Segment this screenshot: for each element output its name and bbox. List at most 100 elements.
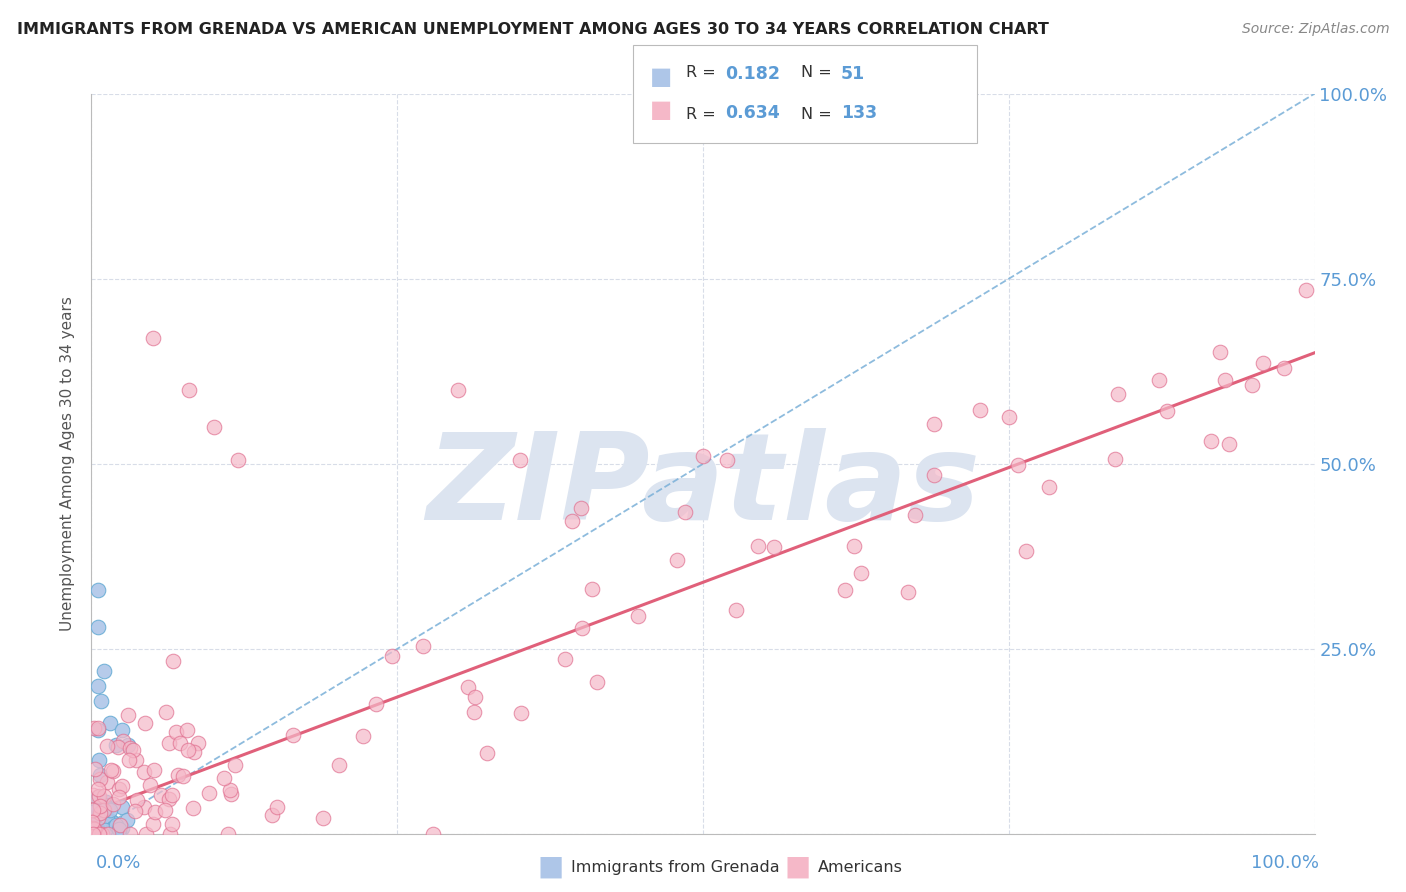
Text: 0.0%: 0.0% xyxy=(96,855,141,872)
Point xyxy=(93,789,115,803)
Point xyxy=(89,772,111,787)
Point xyxy=(83,816,105,830)
Point xyxy=(84,822,107,837)
Point xyxy=(219,787,242,801)
Point xyxy=(82,788,104,802)
Point xyxy=(922,417,945,431)
Point xyxy=(457,680,479,694)
Point xyxy=(142,763,165,777)
Text: ZIPatlas: ZIPatlas xyxy=(426,427,980,544)
Point xyxy=(118,741,141,756)
Point xyxy=(183,745,205,759)
Point xyxy=(1218,437,1240,451)
Text: 0.634: 0.634 xyxy=(725,104,780,122)
Point xyxy=(381,648,404,663)
Point xyxy=(665,553,688,567)
Point xyxy=(93,664,115,678)
Point xyxy=(159,827,181,841)
Point xyxy=(904,508,927,522)
Point xyxy=(842,539,865,553)
Point xyxy=(80,814,103,829)
Point xyxy=(91,803,114,817)
Point xyxy=(422,827,444,841)
Point xyxy=(132,765,155,780)
Text: ■: ■ xyxy=(785,853,811,881)
Point xyxy=(1007,458,1029,472)
Point xyxy=(998,409,1021,424)
Point xyxy=(183,801,205,815)
Point xyxy=(127,793,149,807)
Point xyxy=(107,740,129,755)
Point xyxy=(165,725,187,739)
Point xyxy=(117,814,139,828)
Point xyxy=(89,789,111,803)
Point xyxy=(150,788,173,802)
Point xyxy=(96,795,118,809)
Point xyxy=(83,762,105,776)
Point xyxy=(111,821,134,835)
Point xyxy=(120,827,142,841)
Point xyxy=(561,514,583,528)
Point xyxy=(86,620,108,634)
Point xyxy=(135,827,157,841)
Point xyxy=(93,804,115,818)
Point xyxy=(155,705,177,719)
Point xyxy=(125,753,148,767)
Point xyxy=(143,805,166,820)
Text: Source: ZipAtlas.com: Source: ZipAtlas.com xyxy=(1241,22,1389,37)
Point xyxy=(581,582,603,596)
Point xyxy=(86,723,108,738)
Point xyxy=(834,583,856,598)
Text: ■: ■ xyxy=(650,98,672,122)
Point xyxy=(464,690,486,705)
Point xyxy=(157,792,180,806)
Point xyxy=(98,803,121,817)
Point xyxy=(166,768,188,782)
Point xyxy=(86,790,108,805)
Point xyxy=(509,453,531,467)
Point xyxy=(82,823,104,838)
Point xyxy=(103,822,125,836)
Point xyxy=(82,803,104,817)
Point xyxy=(202,419,225,434)
Point xyxy=(716,453,738,467)
Point xyxy=(281,728,304,742)
Point xyxy=(97,827,120,841)
Point xyxy=(172,769,194,783)
Point xyxy=(224,757,246,772)
Point xyxy=(107,790,129,805)
Y-axis label: Unemployment Among Ages 30 to 34 years: Unemployment Among Ages 30 to 34 years xyxy=(59,296,75,632)
Point xyxy=(87,812,110,826)
Point xyxy=(84,825,107,839)
Point xyxy=(80,823,103,838)
Point xyxy=(83,822,105,837)
Point xyxy=(104,738,127,752)
Point xyxy=(160,817,183,831)
Point xyxy=(86,815,108,830)
Point xyxy=(89,805,111,820)
Point xyxy=(101,815,124,830)
Point xyxy=(90,694,112,708)
Point xyxy=(1104,451,1126,466)
Point xyxy=(1199,434,1222,448)
Point xyxy=(91,827,114,841)
Point xyxy=(97,814,120,828)
Point xyxy=(87,810,110,824)
Point xyxy=(80,827,103,841)
Point xyxy=(447,383,470,397)
Point xyxy=(218,783,240,797)
Point xyxy=(763,541,786,555)
Point xyxy=(104,818,127,832)
Point xyxy=(108,818,131,832)
Text: 133: 133 xyxy=(841,104,877,122)
Text: ■: ■ xyxy=(650,65,672,89)
Point xyxy=(897,585,920,599)
Point xyxy=(134,715,156,730)
Point xyxy=(969,402,991,417)
Text: ■: ■ xyxy=(537,853,564,881)
Point xyxy=(217,827,239,841)
Point xyxy=(554,652,576,666)
Point xyxy=(86,679,108,693)
Point xyxy=(89,827,111,841)
Point xyxy=(89,798,111,813)
